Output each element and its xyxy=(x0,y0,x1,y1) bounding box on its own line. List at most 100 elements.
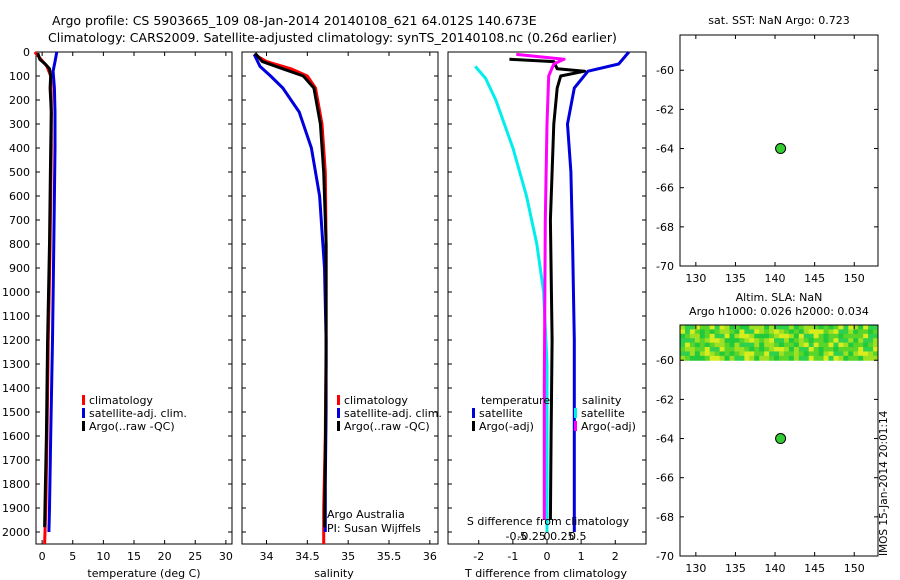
sla_map-sla-cell xyxy=(779,325,785,330)
sla_map-sla-cell xyxy=(774,347,780,352)
sla_map-sla-cell xyxy=(689,342,696,348)
sla_map-sla-cell xyxy=(843,351,849,357)
sla_map-sla-cell xyxy=(793,342,800,348)
sla_map-sla-cell xyxy=(868,329,874,335)
sla_map-sla-cell xyxy=(759,355,765,361)
sla_map-sla-cell xyxy=(699,342,706,348)
sal-annotation: Argo Australia xyxy=(327,508,405,521)
sla_map-sla-cell xyxy=(818,333,825,339)
sla_map-sla-cell xyxy=(684,329,691,335)
sla_map-sla-cell xyxy=(813,333,820,339)
sla_map-sla-cell xyxy=(689,329,696,335)
temp-xtick-label: 20 xyxy=(158,550,172,563)
sla_map-sla-cell xyxy=(694,342,701,348)
sla_map-sla-cell xyxy=(704,325,711,330)
sla_map-sla-cell xyxy=(779,342,785,348)
sla_map-sla-cell xyxy=(754,355,760,361)
sal-legend-label: Argo(..raw -QC) xyxy=(344,420,430,433)
sla_map-sla-cell xyxy=(843,338,849,344)
sla_map-sla-cell xyxy=(689,325,696,330)
sla_map-sla-cell xyxy=(699,329,706,335)
sal-xtick-label: 35 xyxy=(341,550,355,563)
sla_map-sla-cell xyxy=(729,351,735,357)
salinity-panel: 34 34.5 35 35.5 36 climatologysatellite-adj. … xyxy=(241,51,442,580)
sla_map-sla-cell xyxy=(744,338,750,344)
sla_map-sla-cell xyxy=(734,325,740,330)
title-line2: Climatology: CARS2009. Satellite-adjuste… xyxy=(48,30,617,45)
sla_map-sla-cell xyxy=(853,347,859,352)
sla_map-sla-cell xyxy=(739,325,745,330)
sla_map-sla-cell xyxy=(719,325,726,330)
sla_map-sla-cell xyxy=(694,338,701,344)
sla_map-sla-cell xyxy=(793,333,800,339)
sla_map-sla-cell xyxy=(828,329,834,335)
sla_map-sla-cell xyxy=(729,338,735,344)
sla_map-sla-cell xyxy=(764,355,770,361)
diff-legend-label: satellite xyxy=(581,407,625,420)
sla_map-sla-cell xyxy=(714,355,721,361)
sla_map-sla-cell xyxy=(788,338,795,344)
temp-xtick-label: 5 xyxy=(69,550,76,563)
sst_map-ytick-label: -60 xyxy=(656,64,674,77)
diff-s-tick-label: -0.25 xyxy=(517,530,545,543)
temp-xtick-label: 0 xyxy=(39,550,46,563)
temp-xlabel: temperature (deg C) xyxy=(87,567,200,580)
sla_map-sla-cell xyxy=(783,351,790,357)
sla_map-ytick-label: -64 xyxy=(656,433,674,446)
sst_map-frame xyxy=(679,34,879,267)
sla_map-sla-cell xyxy=(833,347,839,352)
sla_map-sla-cell xyxy=(754,347,760,352)
sla_map-sla-cell xyxy=(719,333,726,339)
sla_map-sla-cell xyxy=(689,347,696,352)
sla_map-sla-cell xyxy=(868,333,874,339)
sla_map-sla-cell xyxy=(714,347,721,352)
sla_map-sla-cell xyxy=(788,351,795,357)
sla_map-sla-cell xyxy=(803,347,810,352)
sla_map-sla-cell xyxy=(774,355,780,361)
sst_map-xtick-label: 135 xyxy=(725,272,746,285)
sla_map-sla-cell xyxy=(754,338,760,344)
sla_map-sla-cell xyxy=(739,351,745,357)
sla_map-sla-cell xyxy=(699,347,706,352)
sla_map-sla-cell xyxy=(680,351,686,357)
sla_map-sla-cell xyxy=(823,325,829,330)
sst_map-ytick-label: -68 xyxy=(656,221,674,234)
sla_map-sla-cell xyxy=(798,355,805,361)
sla_map-sla-cell xyxy=(774,329,780,335)
temp-line-satellite xyxy=(47,51,59,533)
sst_map-xtick-label: 130 xyxy=(685,272,706,285)
sla_map-sla-cell xyxy=(808,338,815,344)
temp-ytick-label: 400 xyxy=(9,142,30,155)
sla_map-sla-cell xyxy=(779,347,785,352)
sla_map-sla-cell xyxy=(858,325,864,330)
sla_map-sla-cell xyxy=(764,329,770,335)
sla_map-sla-cell xyxy=(873,325,879,330)
sla_map-sla-cell xyxy=(734,347,740,352)
sla_map-sla-cell xyxy=(848,333,854,339)
diff-line-argo xyxy=(509,57,587,521)
sla_map-sla-cell xyxy=(749,338,755,344)
sla_map-sla-cell xyxy=(744,347,750,352)
sla_map-sla-cell xyxy=(694,325,701,330)
sla_map-sla-cell xyxy=(813,355,820,361)
sla_map-sla-cell xyxy=(744,329,750,335)
diff-t-xlabel: T difference from climatology xyxy=(464,567,627,580)
temp-ytick-label: 200 xyxy=(9,94,30,107)
sal-xtick-label: 35.5 xyxy=(377,550,402,563)
sla_map-sla-cell xyxy=(709,342,716,348)
temp-frame xyxy=(35,51,233,545)
sla_map-sla-cell xyxy=(709,347,716,352)
sla_map-sla-cell xyxy=(868,342,874,348)
sla_map-sla-cell xyxy=(853,342,859,348)
sla_map-sla-cell xyxy=(803,329,810,335)
sla_map-sla-cell xyxy=(808,325,815,330)
sla_map-sla-cell xyxy=(724,347,730,352)
sla_map-sla-cell xyxy=(749,325,755,330)
sla_map-sla-cell xyxy=(813,342,820,348)
sla_map-sla-cell xyxy=(858,351,864,357)
sla_map-sla-cell xyxy=(764,338,770,344)
sla_map-sla-cell xyxy=(868,355,874,361)
sla_map-sla-cell xyxy=(734,338,740,344)
sla_map-sla-cell xyxy=(680,342,686,348)
sla_map-sla-cell xyxy=(749,333,755,339)
